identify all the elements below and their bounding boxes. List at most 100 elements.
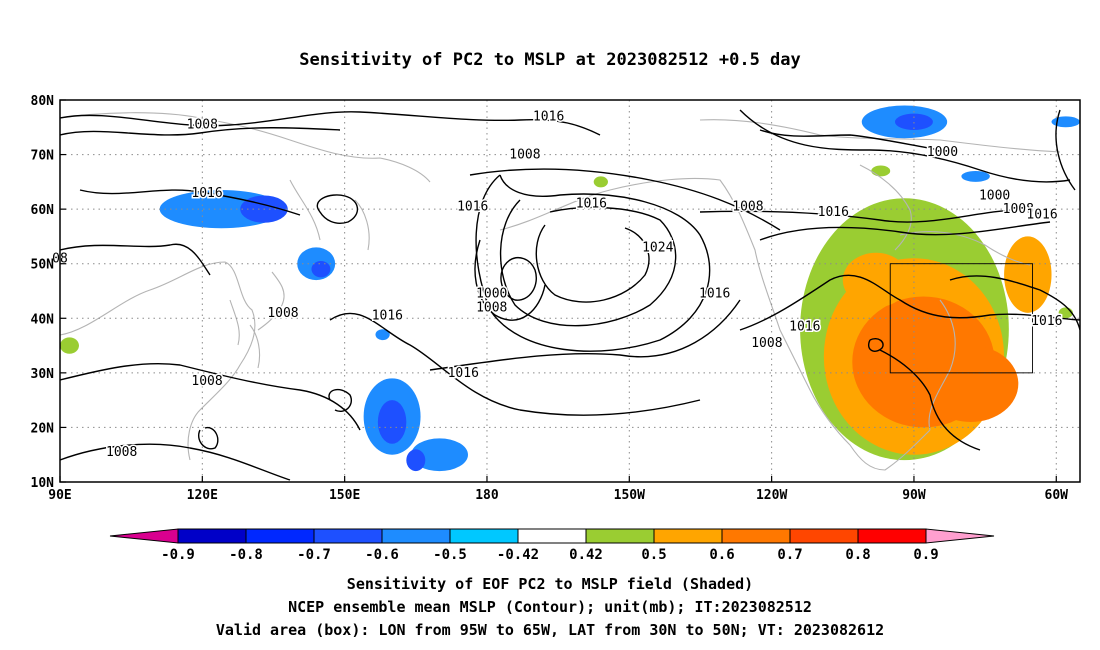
lon-tick-label: 150W xyxy=(614,488,645,503)
contour-label: 1016 xyxy=(699,287,730,302)
contour-label: 1016 xyxy=(789,319,820,334)
contour-line xyxy=(60,243,211,276)
shading-patch xyxy=(406,449,426,472)
colorbar-label: 0.9 xyxy=(913,547,938,563)
contour-label: 1008 xyxy=(191,374,222,389)
lon-tick-label: 90E xyxy=(48,488,71,503)
contour-label: 1000 xyxy=(927,145,958,160)
lon-tick-label: 150E xyxy=(329,488,360,503)
lon-tick-label: 120W xyxy=(756,488,787,503)
colorbar-label: 0.7 xyxy=(777,547,802,563)
lon-tick-label: 60W xyxy=(1045,488,1069,503)
colorbar-segment xyxy=(585,528,655,544)
contour-label: 1008 xyxy=(106,445,137,460)
contour-line xyxy=(949,275,1080,331)
colorbar-segment xyxy=(721,528,791,544)
contour-label: 1000 xyxy=(476,287,507,302)
contour-label: 1008 xyxy=(476,300,507,315)
colorbar: -0.9 -0.8 -0.7 -0.6 -0.5 -0.42 0.42 0.5 0.6 0.7 0.… xyxy=(109,528,995,563)
contour-label: 1016 xyxy=(448,366,479,381)
colorbar-segment xyxy=(653,528,723,544)
contour-labels: 1008101610081016101608101610241000100810… xyxy=(51,108,1064,462)
caption-shading: Sensitivity of EOF PC2 to MSLP field (Sh… xyxy=(346,575,754,593)
colorbar-segment xyxy=(517,528,587,544)
map-title: Sensitivity of PC2 to MSLP at 2023082512… xyxy=(299,50,801,70)
lat-tick-label: 40N xyxy=(31,312,55,327)
contour-line xyxy=(500,257,537,301)
contour-line xyxy=(60,111,601,136)
colorbar-segment xyxy=(789,528,859,544)
contour-label: 1008 xyxy=(187,118,218,133)
lat-tick-label: 60N xyxy=(31,203,55,218)
colorbar-label: 0.6 xyxy=(709,547,734,563)
shading-patch xyxy=(923,345,1019,422)
lon-tick-label: 120E xyxy=(187,488,218,503)
lat-tick-label: 80N xyxy=(31,94,55,109)
colorbar-label: -0.9 xyxy=(161,547,195,563)
contour-line xyxy=(60,362,361,431)
contour-line xyxy=(759,221,1051,241)
contour-label: 1008 xyxy=(509,148,540,163)
shading-patch xyxy=(377,400,407,444)
colorbar-segment xyxy=(245,528,315,544)
shading-patch xyxy=(894,113,933,131)
colorbar-low-triangle xyxy=(109,528,179,544)
caption-valid-area: Valid area (box): LON from 95W to 65W, L… xyxy=(215,621,885,639)
colorbar-segment xyxy=(381,528,451,544)
lat-tick-label: 50N xyxy=(31,258,55,273)
colorbar-segment xyxy=(313,528,383,544)
coastline-asia xyxy=(60,261,261,461)
contour-line xyxy=(1055,109,1076,191)
contour-label: 1008 xyxy=(267,306,298,321)
lat-tick-label: 20N xyxy=(31,421,55,436)
contour-label: 1016 xyxy=(372,309,403,324)
contour-label: 1016 xyxy=(191,186,222,201)
map-frame xyxy=(59,99,1081,483)
shading-patch xyxy=(311,260,331,278)
caption-contour: NCEP ensemble mean MSLP (Contour); unit(… xyxy=(288,598,812,616)
contour-label: 1016 xyxy=(576,197,607,212)
contour-line xyxy=(60,443,291,481)
colorbar-label: -0.42 xyxy=(497,547,539,563)
shading-layer xyxy=(60,105,1080,472)
shading-patch xyxy=(593,176,608,188)
colorbar-segment xyxy=(177,528,247,544)
colorbar-label: -0.8 xyxy=(229,547,263,563)
colorbar-label: 0.5 xyxy=(641,547,666,563)
contour-label: 1016 xyxy=(1026,208,1057,223)
valid-area-box xyxy=(889,263,1034,374)
contour-line xyxy=(759,129,941,151)
contour-label: 1016 xyxy=(1031,314,1062,329)
contour-line xyxy=(329,312,701,416)
colorbar-high-triangle xyxy=(925,528,995,544)
contour-label: 1008 xyxy=(1003,202,1034,217)
colorbar-label: -0.6 xyxy=(365,547,399,563)
lat-tick-label: 70N xyxy=(31,149,55,164)
contour-line xyxy=(60,127,341,136)
contour-line xyxy=(316,194,359,224)
contour-label: 1016 xyxy=(457,199,488,214)
shading-patch xyxy=(411,438,468,472)
contour-line xyxy=(868,338,884,352)
shading-patch xyxy=(842,252,910,308)
lat-tick-label: 30N xyxy=(31,367,55,382)
shading-patch xyxy=(961,170,990,182)
contour-line xyxy=(429,299,741,371)
contour-layer xyxy=(60,109,1080,481)
contour-line xyxy=(198,426,219,450)
colorbar-label: 0.8 xyxy=(845,547,870,563)
contour-line xyxy=(739,109,1071,183)
lon-tick-label: 180 xyxy=(475,488,499,503)
contour-line xyxy=(699,209,1021,223)
shading-patch xyxy=(1004,236,1052,313)
shading-patch xyxy=(871,165,891,177)
contour-label: 1000 xyxy=(979,189,1010,204)
colorbar-label: -0.5 xyxy=(433,547,467,563)
contour-line xyxy=(739,274,1080,331)
contour-line xyxy=(535,224,650,303)
colorbar-label: 0.42 xyxy=(569,547,603,563)
coastline-siberia xyxy=(60,112,431,251)
shading-patch xyxy=(60,337,79,354)
